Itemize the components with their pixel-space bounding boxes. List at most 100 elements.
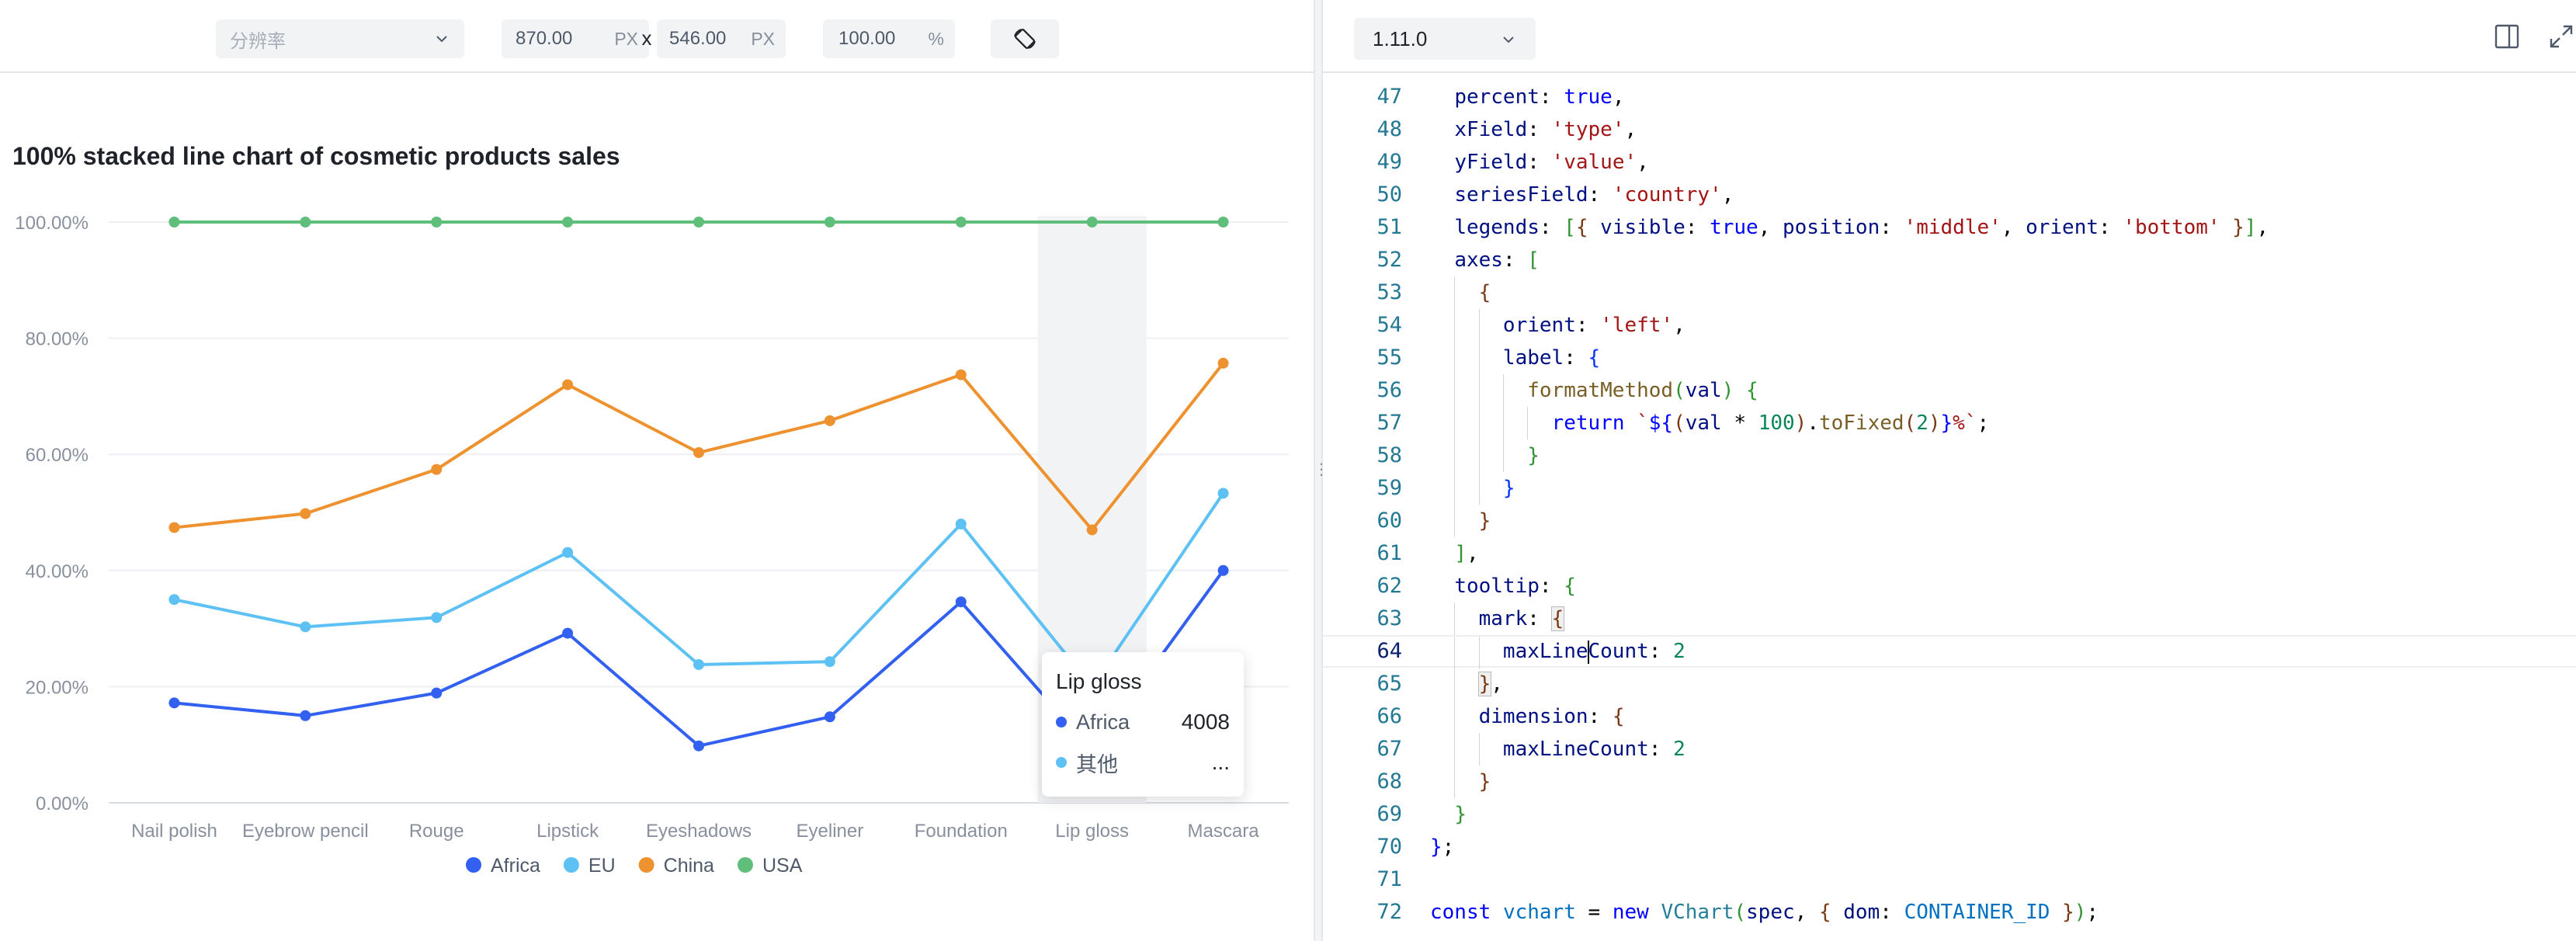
- line-number: 69: [1377, 802, 1402, 826]
- code-line: 62 tooltip: {: [1323, 570, 2576, 602]
- code-editor[interactable]: 47 percent: true, 48 xField: 'type', 49 yF…: [1323, 65, 2576, 929]
- data-point-usa: [693, 217, 704, 227]
- drag-handle-icon[interactable]: ⋮: [1314, 461, 1329, 478]
- code-text: formatMethod(val) {: [1527, 379, 1758, 402]
- line-number: 65: [1377, 672, 1402, 696]
- tooltip-value-other: ...: [1211, 750, 1230, 774]
- data-point-china: [1086, 524, 1098, 536]
- line-number: 64: [1377, 639, 1402, 663]
- indent-guide: [1478, 472, 1480, 505]
- code-line: 55 label: {: [1323, 342, 2576, 374]
- line-chart: 100% stacked line chart of cosmetic prod…: [12, 142, 1289, 877]
- data-point-eu: [168, 594, 180, 606]
- data-point-china: [824, 415, 835, 426]
- legend-marker-china: [638, 857, 654, 873]
- code-text: maxLineCount: 2: [1502, 738, 1686, 761]
- tooltip-label-africa: Africa: [1076, 710, 1130, 734]
- indent-guide: [1478, 439, 1480, 472]
- code-editor-pane: 47 percent: true, 48 xField: 'type', 49 yF…: [1323, 0, 2576, 941]
- indent-guide: [1478, 374, 1480, 407]
- data-point-africa: [824, 711, 835, 723]
- code-text: orient: 'left',: [1502, 314, 1686, 337]
- code-line: 67 maxLineCount: 2: [1323, 733, 2576, 766]
- y-tick-label: 20.00%: [26, 677, 89, 698]
- code-text: dimension: {: [1478, 705, 1625, 728]
- indent-guide: [1454, 733, 1456, 766]
- code-line: 64 maxLineCount: 2: [1323, 635, 2576, 669]
- data-point-usa: [431, 217, 443, 227]
- x-tick-label: Nail polish: [131, 821, 217, 842]
- code-line: 63 mark: {: [1323, 602, 2576, 635]
- indent-guide: [1454, 276, 1456, 309]
- indent-guide: [1454, 472, 1456, 505]
- code-text: tooltip: {: [1454, 575, 1576, 598]
- legend-label-africa: Africa: [491, 855, 540, 877]
- code-line: 60 }: [1323, 505, 2576, 537]
- chart-tooltip: Lip gloss Africa 4008 其他 ...: [1042, 652, 1244, 797]
- version-select[interactable]: 1.11.0: [1354, 18, 1536, 60]
- chevron-down-icon: [436, 36, 447, 43]
- tooltip-label-other: 其他: [1076, 752, 1118, 776]
- tooltip-row-other: 其他 ...: [1056, 747, 1230, 778]
- data-point-africa: [168, 697, 180, 709]
- code-line: 59 }: [1323, 472, 2576, 505]
- indent-guide: [1478, 637, 1480, 669]
- data-point-usa: [955, 217, 967, 227]
- rotate-button[interactable]: [991, 19, 1059, 58]
- legend-label-china: China: [664, 855, 714, 877]
- code-text: },: [1477, 672, 1503, 696]
- data-point-usa: [824, 217, 835, 227]
- code-line: 49 yField: 'value',: [1323, 146, 2576, 179]
- data-point-eu: [562, 547, 574, 558]
- code-text: axes: [: [1454, 248, 1540, 272]
- rotate-icon: [1014, 29, 1036, 49]
- zoom-input[interactable]: 100.00 %: [823, 19, 955, 58]
- data-point-usa: [168, 217, 180, 227]
- code-text: seriesField: 'country',: [1454, 183, 1734, 207]
- code-line: 48 xField: 'type',: [1323, 113, 2576, 146]
- indent-guide: [1478, 407, 1480, 439]
- legend-marker-eu: [563, 857, 579, 873]
- code-line: 61 ],: [1323, 537, 2576, 570]
- data-point-china: [300, 508, 311, 519]
- code-line: 54 orient: 'left',: [1323, 309, 2576, 342]
- code-text: yField: 'value',: [1454, 151, 1649, 174]
- data-point-china: [431, 464, 443, 475]
- code-text: }: [1478, 509, 1491, 533]
- data-point-africa: [693, 740, 704, 752]
- data-point-africa: [300, 710, 311, 721]
- resolution-select[interactable]: 分辨率: [216, 19, 464, 58]
- indent-guide: [1454, 700, 1456, 733]
- line-number: 54: [1377, 313, 1402, 337]
- y-tick-label: 80.00%: [26, 329, 89, 350]
- pane-resizer[interactable]: [1314, 0, 1323, 941]
- width-input[interactable]: 870.00 PX: [502, 19, 649, 58]
- x-axis: Nail polish Eyebrow pencil Rouge Lipstick Ey…: [131, 821, 1259, 842]
- editor-header: 1.11.0: [1323, 0, 2576, 73]
- line-number: 70: [1377, 835, 1402, 859]
- indent-guide: [1527, 407, 1529, 439]
- line-number: 50: [1377, 182, 1402, 207]
- line-number: 60: [1377, 509, 1402, 533]
- code-line: 57 return `${(val * 100).toFixed(2)}%`;: [1323, 407, 2576, 439]
- chevron-down-icon: [1503, 36, 1514, 43]
- split-view-icon[interactable]: [2494, 23, 2520, 50]
- x-tick-label: Lip gloss: [1055, 821, 1129, 842]
- data-point-usa: [1086, 217, 1098, 227]
- width-unit: PX: [614, 28, 638, 49]
- code-line: 65 },: [1323, 668, 2576, 700]
- code-text: percent: true,: [1454, 85, 1625, 109]
- height-input[interactable]: 546.00 PX: [657, 19, 786, 58]
- indent-guide: [1454, 342, 1456, 374]
- data-point-usa: [300, 217, 311, 227]
- data-point-africa: [955, 596, 967, 608]
- x-tick-label: Foundation: [915, 821, 1008, 842]
- fullscreen-icon[interactable]: [2548, 23, 2574, 50]
- indent-guide: [1454, 505, 1456, 537]
- code-line: 56 formatMethod(val) {: [1323, 374, 2576, 407]
- code-text: {: [1478, 281, 1491, 304]
- line-number: 55: [1377, 345, 1402, 370]
- x-tick-label: Eyeliner: [797, 821, 864, 842]
- data-point-usa: [1217, 217, 1229, 227]
- line-number: 58: [1377, 443, 1402, 467]
